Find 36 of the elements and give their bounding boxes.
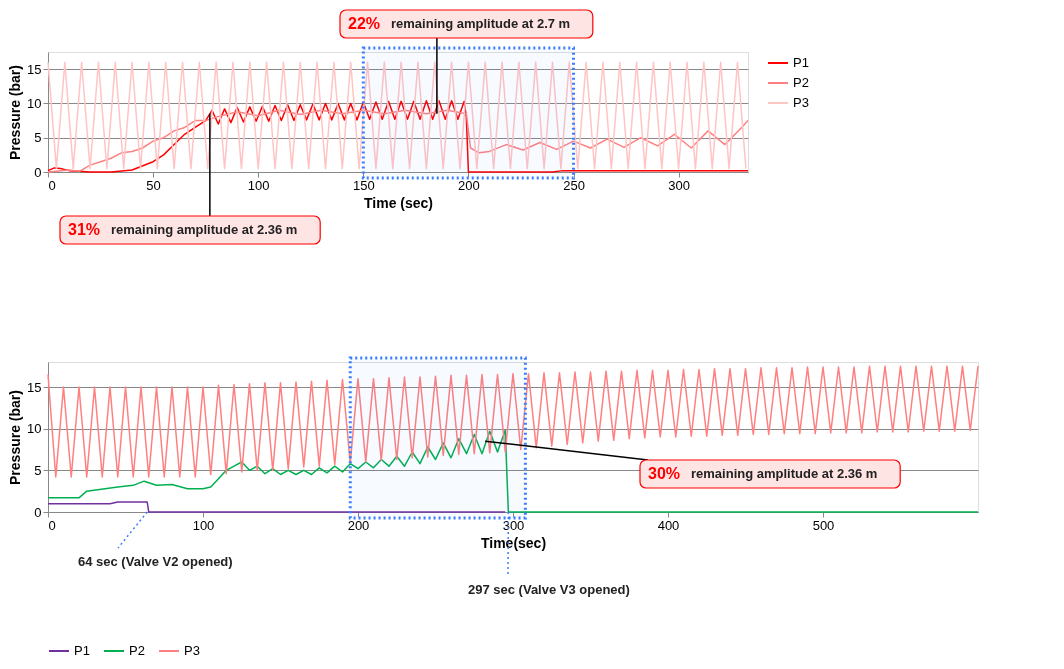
legend-label: P3 (793, 95, 809, 110)
x-tick-label: 500 (812, 517, 835, 533)
x-axis-title: Time(sec) (480, 534, 547, 551)
x-tick-label: 0 (48, 517, 56, 533)
annotation: 30% remaining amplitude at 2.36 m (648, 465, 878, 482)
annotation: 64 sec (Valve V2 opened) (78, 554, 233, 569)
y-tick-label: 0 (34, 164, 42, 180)
legend-label: P1 (793, 55, 809, 70)
y-tick-label: 0 (34, 504, 42, 520)
y-tick-label: 5 (34, 130, 42, 146)
x-tick-label: 0 (48, 177, 56, 193)
x-tick-label: 200 (347, 517, 370, 533)
y-axis-title: Pressure (bar) (7, 390, 24, 485)
legend-label: P2 (793, 75, 809, 90)
legend-label: P2 (129, 643, 145, 658)
legend-label: P3 (184, 643, 200, 658)
annotation: 31% remaining amplitude at 2.36 m (68, 221, 298, 238)
x-tick-label: 100 (247, 177, 270, 193)
y-tick-label: 10 (27, 421, 42, 437)
x-tick-label: 300 (668, 177, 690, 193)
line-series (47, 429, 979, 513)
annotation: 22% remaining amplitude at 2.7 m (348, 15, 571, 32)
x-tick-label: 150 (352, 177, 375, 193)
x-tick-label: 200 (458, 177, 480, 193)
x-tick-label: 100 (192, 517, 215, 533)
y-tick-label: 10 (27, 95, 42, 111)
x-tick-label: 250 (563, 177, 585, 193)
x-tick-label: 400 (657, 517, 680, 533)
y-tick-label: 15 (27, 61, 42, 77)
x-axis-title: Time (sec) (364, 194, 433, 211)
y-tick-label: 15 (27, 379, 42, 395)
y-tick-label: 5 (34, 462, 42, 478)
x-tick-label: 50 (146, 177, 161, 193)
y-axis-title: Pressure (bar) (7, 65, 24, 160)
legend-label: P1 (74, 643, 90, 658)
annotation: 297 sec (Valve V3 opened) (468, 582, 630, 597)
